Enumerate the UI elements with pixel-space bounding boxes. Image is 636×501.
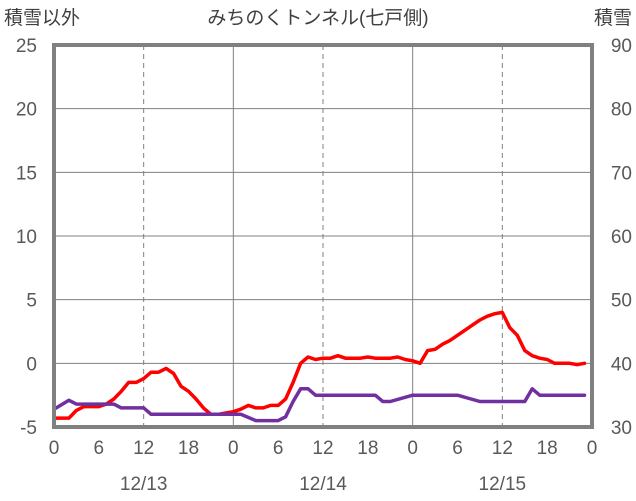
left-tick-label: 20 <box>16 100 37 121</box>
chart-title: みちのくトンネル(七戸側) <box>207 7 428 29</box>
series-line-other <box>52 310 587 420</box>
left-tick-label: 10 <box>16 227 37 248</box>
gridlines <box>54 45 592 427</box>
date-label: 12/14 <box>299 474 347 495</box>
right-axis-label: 積雪 <box>594 7 632 29</box>
right-tick-label: 40 <box>611 354 632 375</box>
left-axis-label: 積雪以外 <box>4 7 80 29</box>
hour-tick-label: 6 <box>452 438 463 459</box>
date-label: 12/13 <box>120 474 168 495</box>
right-tick-label: 30 <box>611 418 632 439</box>
hour-tick-label: 0 <box>407 438 418 459</box>
series-line-snow-depth <box>52 387 587 423</box>
hour-tick-label: 0 <box>49 438 60 459</box>
plot-frame <box>52 43 594 429</box>
hour-tick-label: 0 <box>587 438 598 459</box>
left-tick-label: 15 <box>16 163 37 184</box>
left-tick-label: 0 <box>26 354 37 375</box>
hour-tick-label: 18 <box>178 438 199 459</box>
series-layer <box>52 310 587 423</box>
hour-tick-label: 6 <box>273 438 284 459</box>
hour-tick-label: 6 <box>94 438 105 459</box>
hour-tick-label: 18 <box>357 438 378 459</box>
hour-tick-label: 12 <box>312 438 333 459</box>
x-axis-hour-ticks: 0 6 12 18 0 6 12 18 0 6 12 18 0 <box>49 438 598 459</box>
right-tick-label: 70 <box>611 163 632 184</box>
left-tick-label: -5 <box>20 418 37 439</box>
hour-tick-label: 12 <box>133 438 154 459</box>
date-label: 12/15 <box>479 474 527 495</box>
left-axis-ticks: 25 20 15 10 5 0 -5 <box>16 36 37 439</box>
left-tick-label: 5 <box>26 291 37 312</box>
right-axis-ticks: 90 80 70 60 50 40 30 <box>611 36 632 439</box>
hour-tick-label: 12 <box>492 438 513 459</box>
hour-tick-label: 18 <box>537 438 558 459</box>
right-tick-label: 80 <box>611 100 632 121</box>
right-tick-label: 50 <box>611 291 632 312</box>
hour-tick-label: 0 <box>228 438 239 459</box>
right-tick-label: 90 <box>611 36 632 57</box>
left-tick-label: 25 <box>16 36 37 57</box>
right-tick-label: 60 <box>611 227 632 248</box>
x-axis-date-labels: 12/13 12/14 12/15 <box>120 474 526 495</box>
